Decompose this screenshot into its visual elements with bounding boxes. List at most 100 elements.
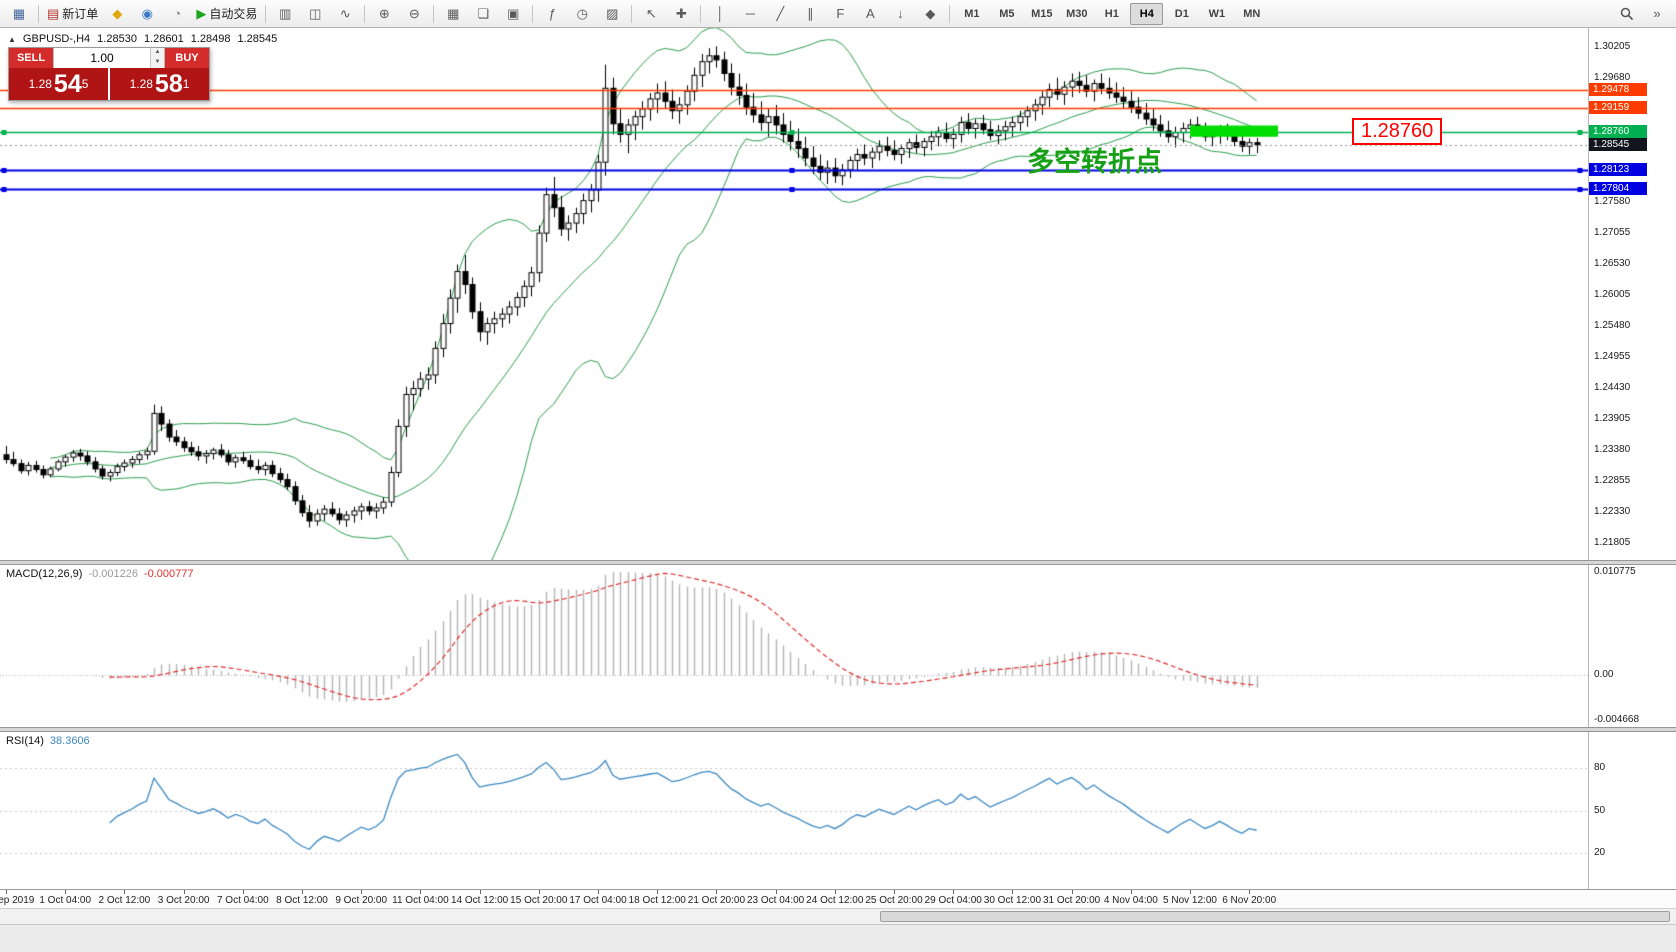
macd-signal-value: -0.000777: [143, 568, 194, 580]
zoom-out-icon-glyph: ⊖: [408, 6, 420, 21]
trendline-icon[interactable]: ╱: [766, 3, 794, 25]
volume-input[interactable]: [54, 48, 150, 68]
macd-main-value: -0.001226: [88, 568, 138, 580]
one-click-collapse-icon[interactable]: ▲: [8, 34, 16, 44]
cascade-windows-icon[interactable]: ❏: [469, 3, 497, 25]
panel-splitter[interactable]: [0, 727, 1676, 732]
price-axis-label: 1.30205: [1594, 40, 1631, 52]
text-icon[interactable]: A: [856, 3, 884, 25]
time-axis-tick: [242, 890, 244, 894]
ask-prefix: 1.28: [129, 77, 153, 91]
charts-menu-icon-glyph: ▦: [12, 6, 26, 21]
rsi-canvas[interactable]: [0, 732, 1588, 889]
crosshair-icon[interactable]: ✚: [667, 3, 695, 25]
horizontal-line-icon-glyph: ─: [745, 6, 755, 21]
timeframe-h1-button[interactable]: H1: [1104, 7, 1119, 20]
autotrading-button[interactable]: ▶ 自动交易: [193, 3, 260, 25]
panel-splitter[interactable]: [0, 560, 1676, 565]
arrange-windows-icon[interactable]: ▣: [499, 3, 527, 25]
shapes-icon[interactable]: ◆: [916, 3, 944, 25]
timeframe-m15-button[interactable]: M15: [1031, 7, 1053, 20]
price-axis-label: 1.25480: [1594, 319, 1631, 331]
bid-price-display[interactable]: 1.28 54 5: [9, 68, 108, 100]
help-icon[interactable]: ◔: [163, 3, 191, 25]
toolbar-separator: [364, 4, 366, 23]
templates-icon-glyph: ▨: [606, 6, 619, 21]
price-axis-label: 1.27055: [1594, 226, 1631, 238]
horizontal-line-icon[interactable]: ─: [736, 3, 764, 25]
candlestick-chart-icon[interactable]: ◫: [301, 3, 329, 25]
turning-point-annotation[interactable]: 多空转折点: [1027, 147, 1162, 177]
timeframe-m1-button[interactable]: M1: [964, 7, 980, 20]
time-axis-tick: [716, 890, 718, 894]
rsi-value: 38.3606: [49, 735, 90, 747]
time-axis-tick: [1130, 890, 1132, 894]
toolbar: ▦ ▤ 新订单 ◆ ◉ ◔ ▶ 自动交易 ▥ ◫ ∿ ⊕ ⊖ ▦ ❏ ▣ ƒ ◷ ▨ ↖ ✚ │ ─ ╱ ∥ F A ↓ ◆ M1 M5 M1…: [0, 0, 1676, 28]
bar-chart-icon[interactable]: ▥: [271, 3, 299, 25]
timeframe-m5-button[interactable]: M5: [999, 7, 1015, 20]
timeframe-h4-button[interactable]: H4: [1130, 2, 1164, 25]
cascade-windows-icon-glyph: ❏: [477, 6, 490, 21]
price-level-badge: 1.28123: [1589, 162, 1647, 176]
zoom-in-icon[interactable]: ⊕: [370, 3, 398, 25]
arrange-windows-icon-glyph: ▣: [507, 6, 520, 21]
time-axis-tick: [479, 890, 481, 894]
templates-icon[interactable]: ▨: [598, 3, 626, 25]
indicators-icon[interactable]: ƒ: [538, 3, 566, 25]
new-order-button-label: 新订单: [62, 7, 99, 21]
time-axis-tick: [1012, 890, 1014, 894]
time-axis[interactable]: 29 Sep 2019 1 Oct 04:00 2 Oct 12:00 3 Oct 2…: [0, 889, 1676, 908]
periods-icon[interactable]: ◷: [568, 3, 596, 25]
tile-windows-icon[interactable]: ▦: [439, 3, 467, 25]
time-axis-label: 4 Nov 04:00: [1103, 895, 1158, 906]
macd-canvas[interactable]: [0, 565, 1588, 727]
new-order-button-glyph: ▤: [47, 6, 60, 21]
volume-up-icon[interactable]: ▲: [151, 48, 164, 58]
buy-button[interactable]: BUY: [165, 48, 209, 68]
ask-price-display[interactable]: 1.28 58 1: [110, 68, 209, 100]
charts-menu-icon[interactable]: ▦: [5, 3, 33, 25]
macd-label-row: MACD(12,26,9) -0.001226 -0.000777: [6, 568, 194, 580]
bid-pipette: 5: [81, 77, 89, 91]
macd-axis[interactable]: 0.010775 0.00 -0.004668: [1588, 565, 1676, 727]
time-axis-label: 31 Oct 20:00: [1042, 895, 1101, 906]
time-axis-label: 17 Oct 04:00: [569, 895, 627, 906]
market-icon[interactable]: ◆: [103, 3, 131, 25]
timeframe-d1-button[interactable]: D1: [1174, 7, 1189, 20]
price-axis-label: 1.26005: [1594, 288, 1631, 300]
toolbar-separator: [700, 4, 702, 23]
time-axis-label: 30 Oct 12:00: [983, 895, 1042, 906]
bar-chart-icon-glyph: ▥: [279, 6, 292, 21]
price-axis[interactable]: 1.302051.296801.291551.286301.281051.275…: [1588, 28, 1676, 560]
community-icon[interactable]: ◉: [133, 3, 161, 25]
price-level-badge: 1.28760: [1589, 125, 1647, 139]
price-callout-label[interactable]: 1.28760: [1352, 118, 1443, 146]
time-axis-tick: [834, 890, 836, 894]
scrollbar-thumb[interactable]: [880, 911, 1670, 922]
horizontal-scrollbar[interactable]: [0, 908, 1676, 924]
volume-down-icon[interactable]: ▼: [151, 58, 164, 68]
sell-button[interactable]: SELL: [9, 48, 53, 68]
timeframe-m30-button[interactable]: M30: [1066, 7, 1088, 20]
new-order-button[interactable]: ▤ 新订单: [44, 3, 101, 25]
main-chart-canvas[interactable]: [0, 28, 1588, 560]
arrow-tool-icon[interactable]: ↓: [886, 3, 914, 25]
rsi-axis-label: 80: [1594, 761, 1606, 773]
line-chart-icon[interactable]: ∿: [331, 3, 359, 25]
ask-big-digits: 58: [154, 70, 183, 98]
timeframe-w1-button[interactable]: W1: [1208, 7, 1226, 20]
cursor-icon[interactable]: ↖: [637, 3, 665, 25]
vertical-line-icon[interactable]: │: [706, 3, 734, 25]
zoom-out-icon[interactable]: ⊖: [400, 3, 428, 25]
fibonacci-icon[interactable]: F: [826, 3, 854, 25]
overflow-icon[interactable]: »: [1643, 3, 1671, 25]
time-axis-tick: [65, 890, 67, 894]
channel-icon[interactable]: ∥: [796, 3, 824, 25]
timeframe-mn-button[interactable]: MN: [1243, 7, 1261, 20]
time-axis-label: 24 Oct 12:00: [806, 895, 864, 906]
search-icon[interactable]: [1613, 3, 1641, 25]
chart-symbol-period: GBPUSD-,H4: [22, 33, 91, 45]
macd-name: MACD(12,26,9): [6, 568, 83, 580]
rsi-axis[interactable]: 80 50 20: [1588, 732, 1676, 889]
